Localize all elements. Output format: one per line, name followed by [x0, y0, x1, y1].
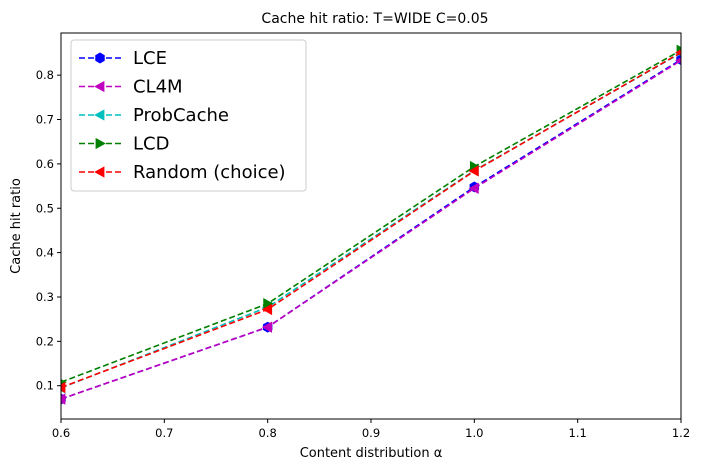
series-line-random-choice: [61, 51, 681, 389]
y-tick-label: 0.4: [36, 246, 54, 260]
y-tick-label: 0.2: [36, 334, 54, 348]
series-layer: [61, 44, 681, 405]
x-axis-label: Content distribution α: [300, 446, 443, 461]
axis-ticks: 0.6 0.7 0.8 0.9 1.0 1.1 1.2 0.1 0.2 0.3 0.4 0.5 0.6 0…: [36, 68, 690, 440]
legend-marker-cl4m: [94, 80, 105, 93]
y-tick-label: 0.3: [36, 290, 54, 304]
x-tick-label: 0.7: [155, 426, 173, 440]
legend-label-probcache: ProbCache: [133, 105, 229, 126]
data-point-random-choice: [468, 165, 479, 177]
y-tick-label: 0.7: [36, 113, 54, 127]
data-point-random-choice: [261, 303, 273, 316]
series-line-lcd: [61, 49, 681, 383]
legend-marker-probcache: [94, 109, 105, 121]
legend: LCE CL4M ProbCache LCD Random (choice): [70, 39, 307, 192]
y-axis-label: Cache hit ratio: [9, 178, 24, 274]
y-tick-label: 0.1: [36, 379, 54, 393]
data-point-cl4m: [468, 182, 479, 194]
legend-marker-random-choice: [94, 166, 105, 178]
data-point-cl4m: [261, 321, 273, 333]
x-tick-label: 1.1: [569, 426, 587, 440]
x-tick-label: 1.2: [672, 426, 690, 440]
series-line-cl4m: [61, 59, 681, 400]
legend-label-lcd: LCD: [133, 134, 169, 155]
chart-title: Cache hit ratio: T=WIDE C=0.05: [261, 11, 488, 27]
series-group: [61, 44, 681, 405]
y-tick-label: 0.5: [36, 201, 54, 215]
plot-frame: [60, 32, 682, 420]
data-point-cl4m: [61, 393, 66, 405]
data-point-random-choice: [61, 381, 66, 394]
y-tick-label: 0.6: [36, 157, 54, 171]
legend-label-cl4m: CL4M: [133, 77, 183, 98]
legend-label-lce: LCE: [133, 48, 167, 69]
y-tick-label: 0.8: [36, 68, 54, 82]
legend-label-random-choice: Random (choice): [133, 162, 286, 183]
legend-box: [70, 39, 307, 192]
x-tick-label: 0.8: [259, 426, 277, 440]
legend-marker-lce: [95, 52, 105, 64]
x-tick-label: 0.6: [52, 426, 70, 440]
x-tick-label: 0.9: [362, 426, 380, 440]
legend-marker-lcd: [95, 137, 106, 150]
x-tick-label: 1.0: [465, 426, 483, 440]
